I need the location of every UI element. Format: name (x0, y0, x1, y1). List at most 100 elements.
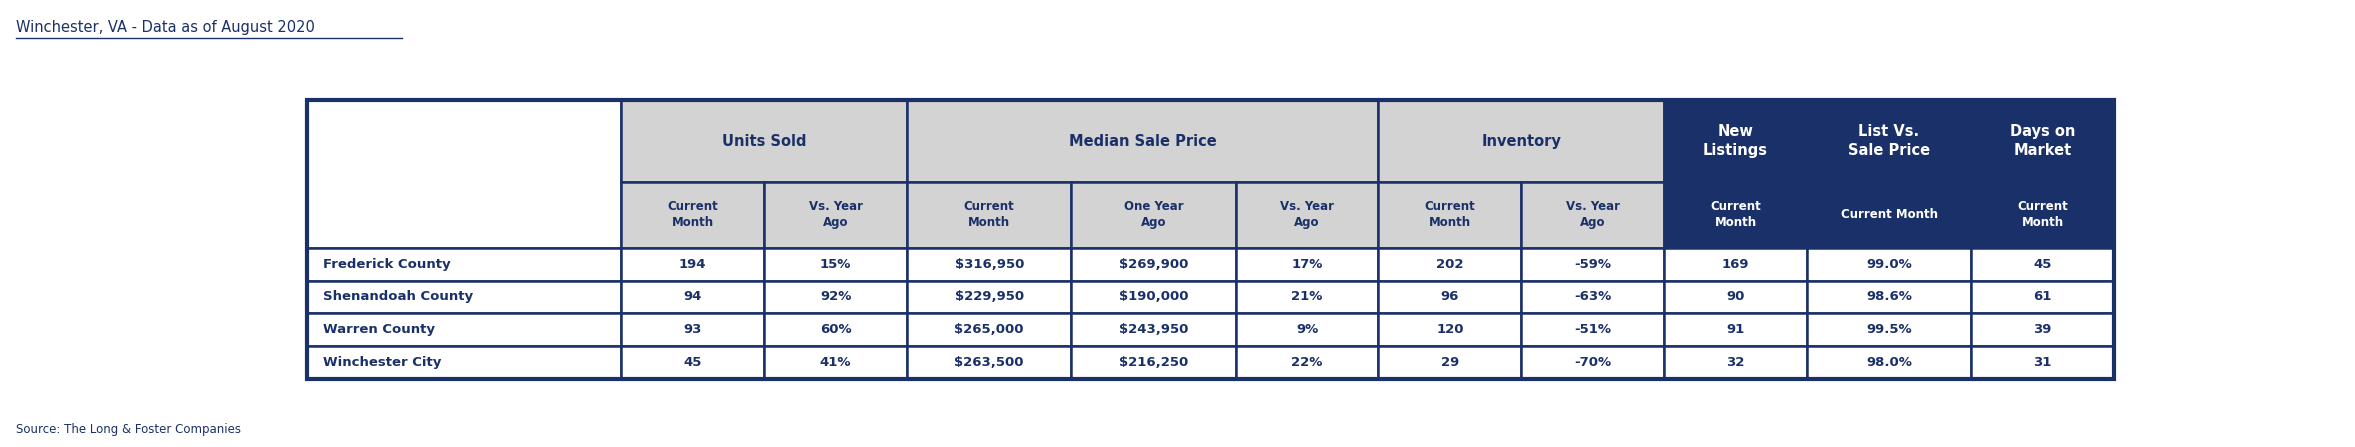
Text: Shenandoah County: Shenandoah County (323, 291, 473, 304)
Bar (1378, 346, 1521, 379)
Bar (1236, 182, 1378, 248)
Text: 92%: 92% (820, 291, 850, 304)
Bar (1072, 346, 1236, 379)
Bar (1378, 313, 1521, 346)
Text: 29: 29 (1441, 356, 1460, 369)
Bar (306, 248, 622, 281)
Bar (1521, 248, 1665, 281)
Text: 22%: 22% (1291, 356, 1324, 369)
Bar (907, 346, 1072, 379)
Text: $269,900: $269,900 (1119, 257, 1189, 270)
Bar (765, 313, 907, 346)
Bar (622, 313, 765, 346)
Text: Median Sale Price: Median Sale Price (1069, 134, 1218, 148)
Bar (1806, 248, 1971, 281)
Bar (1665, 182, 1806, 248)
Text: Current
Month: Current Month (1710, 200, 1762, 229)
Bar (1072, 313, 1236, 346)
Bar (907, 182, 1072, 248)
Text: 91: 91 (1726, 323, 1745, 336)
Bar (765, 281, 907, 313)
Text: List Vs.
Sale Price: List Vs. Sale Price (1849, 124, 1931, 158)
Bar (1236, 313, 1378, 346)
Bar (622, 182, 765, 248)
Text: $216,250: $216,250 (1119, 356, 1187, 369)
Bar (1236, 281, 1378, 313)
Text: 15%: 15% (820, 257, 850, 270)
Text: Frederick County: Frederick County (323, 257, 450, 270)
Bar (306, 281, 622, 313)
Text: 120: 120 (1437, 323, 1462, 336)
Text: Vs. Year
Ago: Vs. Year Ago (1566, 200, 1620, 229)
Text: 45: 45 (683, 356, 702, 369)
Text: 98.6%: 98.6% (1865, 291, 1912, 304)
Bar (622, 100, 907, 182)
Bar (907, 100, 1378, 182)
Text: One Year
Ago: One Year Ago (1123, 200, 1182, 229)
Text: $243,950: $243,950 (1119, 323, 1189, 336)
Text: 39: 39 (2032, 323, 2051, 336)
Text: 93: 93 (683, 323, 702, 336)
Text: $265,000: $265,000 (954, 323, 1024, 336)
Text: Current
Month: Current Month (666, 200, 718, 229)
Bar (306, 346, 622, 379)
Text: Current
Month: Current Month (2018, 200, 2068, 229)
Text: Inventory: Inventory (1481, 134, 1561, 148)
Bar (1806, 313, 1971, 346)
Text: $316,950: $316,950 (954, 257, 1024, 270)
Text: 60%: 60% (820, 323, 853, 336)
Text: Warren County: Warren County (323, 323, 436, 336)
Text: 94: 94 (683, 291, 702, 304)
Text: 98.0%: 98.0% (1865, 356, 1912, 369)
Bar (1971, 248, 2115, 281)
Bar (1072, 182, 1236, 248)
Bar (622, 248, 765, 281)
Bar (306, 100, 622, 248)
Bar (765, 182, 907, 248)
Bar (1521, 281, 1665, 313)
Bar (1236, 248, 1378, 281)
Bar (765, 248, 907, 281)
Text: -70%: -70% (1573, 356, 1611, 369)
Bar (1521, 313, 1665, 346)
Bar (1971, 100, 2115, 182)
Bar (306, 313, 622, 346)
Text: 169: 169 (1722, 257, 1750, 270)
Bar (1521, 346, 1665, 379)
Text: -59%: -59% (1573, 257, 1611, 270)
Bar (1378, 281, 1521, 313)
Text: Current
Month: Current Month (963, 200, 1015, 229)
Text: Current Month: Current Month (1842, 208, 1938, 221)
Bar (1806, 346, 1971, 379)
Text: 99.0%: 99.0% (1865, 257, 1912, 270)
Text: Units Sold: Units Sold (723, 134, 805, 148)
Text: Source: The Long & Foster Companies: Source: The Long & Foster Companies (16, 423, 243, 436)
Text: 99.5%: 99.5% (1865, 323, 1912, 336)
Bar (1665, 281, 1806, 313)
Text: 32: 32 (1726, 356, 1745, 369)
Bar (1806, 100, 1971, 182)
Bar (1806, 182, 1971, 248)
Bar (622, 281, 765, 313)
Text: 17%: 17% (1291, 257, 1324, 270)
Text: 21%: 21% (1291, 291, 1324, 304)
Text: 41%: 41% (820, 356, 853, 369)
Text: Current
Month: Current Month (1425, 200, 1474, 229)
Text: 9%: 9% (1295, 323, 1319, 336)
Bar (1971, 182, 2115, 248)
Text: Vs. Year
Ago: Vs. Year Ago (1281, 200, 1333, 229)
Text: $229,950: $229,950 (954, 291, 1024, 304)
Bar (1665, 313, 1806, 346)
Bar (1072, 281, 1236, 313)
Text: $263,500: $263,500 (954, 356, 1024, 369)
Text: 96: 96 (1441, 291, 1460, 304)
Text: 61: 61 (2032, 291, 2051, 304)
Text: 31: 31 (2032, 356, 2051, 369)
Bar (1806, 281, 1971, 313)
Bar (622, 346, 765, 379)
Bar (1665, 346, 1806, 379)
Text: Vs. Year
Ago: Vs. Year Ago (808, 200, 862, 229)
Bar (765, 346, 907, 379)
Bar (1971, 313, 2115, 346)
Bar (1072, 248, 1236, 281)
